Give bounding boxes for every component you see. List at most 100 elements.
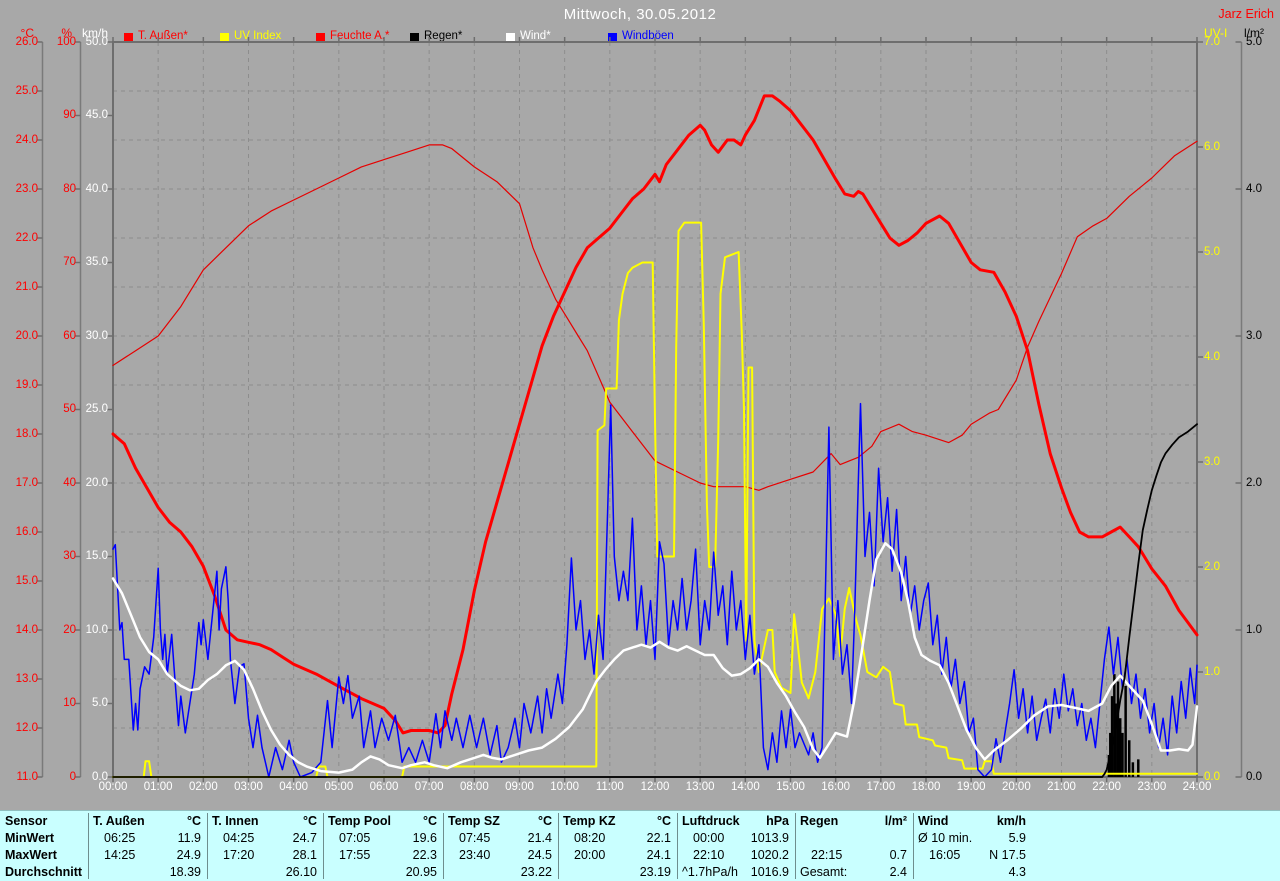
percent-tick-label: 60 — [63, 329, 76, 342]
col-header-name: Regen — [800, 814, 839, 828]
col-header-name: Wind — [918, 814, 949, 828]
time-tick-label: 21:00 — [1047, 781, 1076, 793]
percent-tick-label: 80 — [63, 182, 76, 195]
cell-value: 24.5 — [527, 848, 552, 862]
time-tick-label: 02:00 — [188, 781, 218, 793]
time-tick-label: 19:00 — [956, 781, 986, 793]
percent-tick-label: 20 — [63, 623, 76, 636]
cell-time: Gesamt: — [800, 865, 848, 879]
legend-label-4: Regen* — [424, 30, 463, 42]
page-title: Mittwoch, 30.05.2012 — [563, 6, 717, 23]
cell-time: 22:15 — [811, 848, 843, 862]
uv-tick-label: 5.0 — [1204, 245, 1220, 258]
lm2-tick-label: 0.0 — [1246, 770, 1262, 783]
kmh-tick-label: 0.0 — [92, 770, 108, 783]
legend-swatch-1 — [124, 33, 133, 42]
time-tick-label: 09:00 — [505, 781, 534, 793]
cell-value: 21.4 — [527, 831, 552, 845]
percent-tick-label: 40 — [63, 476, 76, 489]
time-tick-label: 12:00 — [640, 781, 670, 793]
cell-value: 5.9 — [1008, 831, 1026, 845]
time-tick-label: 22:00 — [1092, 781, 1122, 793]
cell-value: 1016.9 — [750, 865, 789, 879]
cell-value: 18.39 — [169, 865, 201, 879]
series-t-au-en- — [111, 94, 1199, 735]
col-header-unit: °C — [537, 814, 552, 828]
cell-value: 22.3 — [412, 848, 437, 862]
celsius-tick-label: 19.0 — [15, 378, 38, 391]
col-header-unit: °C — [186, 814, 201, 828]
legend-swatch-6 — [608, 33, 617, 42]
percent-tick-label: 0 — [69, 770, 76, 783]
celsius-tick-label: 15.0 — [15, 574, 38, 587]
lm2-tick-label: 2.0 — [1246, 476, 1262, 489]
celsius-tick-label: 25.0 — [15, 84, 38, 97]
series-uv-index — [112, 221, 1198, 778]
cell-time: 07:45 — [459, 831, 491, 845]
col-header-name: Temp SZ — [448, 814, 500, 828]
uv-tick-label: 2.0 — [1204, 560, 1220, 573]
col-header-name: T. Innen — [212, 814, 259, 828]
celsius-tick-label: 24.0 — [15, 133, 38, 146]
uv-tick-label: 6.0 — [1204, 140, 1220, 153]
column-separator — [88, 813, 89, 879]
cell-value: N 17.5 — [989, 848, 1026, 862]
legend-swatch-2 — [220, 33, 229, 42]
percent-tick-label: 50 — [63, 403, 76, 415]
celsius-tick-label: 26.0 — [15, 35, 38, 48]
kmh-tick-label: 45.0 — [85, 109, 108, 121]
time-tick-label: 23:00 — [1137, 781, 1167, 793]
cell-time: 17:20 — [223, 848, 255, 862]
time-tick-label: 03:00 — [234, 781, 263, 793]
cell-value: 2.4 — [889, 865, 907, 879]
col-header-unit: hPa — [766, 814, 789, 828]
percent-tick-label: 90 — [63, 109, 76, 121]
celsius-tick-label: 23.0 — [15, 182, 38, 195]
uv-tick-label: 1.0 — [1204, 665, 1220, 678]
cell-value: 26.10 — [285, 865, 317, 879]
axis-label-uv: UV-I — [1204, 26, 1228, 40]
cell-time: 00:00 — [693, 831, 725, 845]
legend-swatch-3 — [316, 33, 325, 42]
col-header-name: Luftdruck — [682, 814, 740, 828]
author-label: Jarz Erich — [1218, 7, 1274, 21]
stats-table: Sensor MinWert MaxWert Durchschnitt T. Außen… — [0, 810, 1280, 881]
series-regen-summe — [112, 423, 1198, 778]
axis-label-lm2: l/m² — [1244, 26, 1264, 40]
cell-time: 16:05 — [929, 848, 961, 862]
cell-value: 4.3 — [1008, 865, 1026, 879]
cell-time: 08:20 — [574, 831, 606, 845]
row-label: MaxWert — [5, 848, 57, 862]
kmh-tick-label: 5.0 — [92, 697, 108, 709]
kmh-tick-label: 20.0 — [85, 476, 108, 489]
legend-label-2: UV Index — [234, 30, 282, 42]
time-tick-label: 14:00 — [730, 781, 760, 793]
column-separator — [558, 813, 559, 879]
cell-time: 07:05 — [339, 831, 371, 845]
percent-tick-label: 30 — [63, 550, 76, 562]
col-header-name: Temp Pool — [328, 814, 391, 828]
cell-value: 1020.2 — [750, 848, 789, 862]
cell-value: 24.9 — [176, 848, 201, 862]
cell-value: 0.7 — [889, 848, 907, 862]
lm2-tick-label: 4.0 — [1246, 182, 1262, 195]
time-tick-label: 05:00 — [324, 781, 354, 793]
uv-tick-label: 0.0 — [1204, 770, 1220, 783]
kmh-tick-label: 15.0 — [85, 550, 108, 562]
cell-time: 17:55 — [339, 848, 371, 862]
celsius-tick-label: 13.0 — [15, 672, 38, 685]
legend-swatch-4 — [410, 33, 419, 42]
row-label: Durchschnitt — [5, 865, 83, 879]
time-tick-label: 08:00 — [459, 781, 489, 793]
col-header-name: Temp KZ — [563, 814, 616, 828]
cell-time: ^1.7hPa/h — [682, 865, 738, 879]
cell-time: 22:10 — [693, 848, 725, 862]
col-header-unit: km/h — [996, 814, 1026, 828]
legend-label-3: Feuchte A.* — [330, 30, 390, 42]
time-tick-label: 01:00 — [143, 781, 173, 793]
time-tick-label: 24:00 — [1182, 781, 1212, 793]
time-tick-label: 20:00 — [1001, 781, 1031, 793]
celsius-tick-label: 20.0 — [15, 329, 38, 342]
column-separator — [443, 813, 444, 879]
time-tick-label: 07:00 — [414, 781, 444, 793]
